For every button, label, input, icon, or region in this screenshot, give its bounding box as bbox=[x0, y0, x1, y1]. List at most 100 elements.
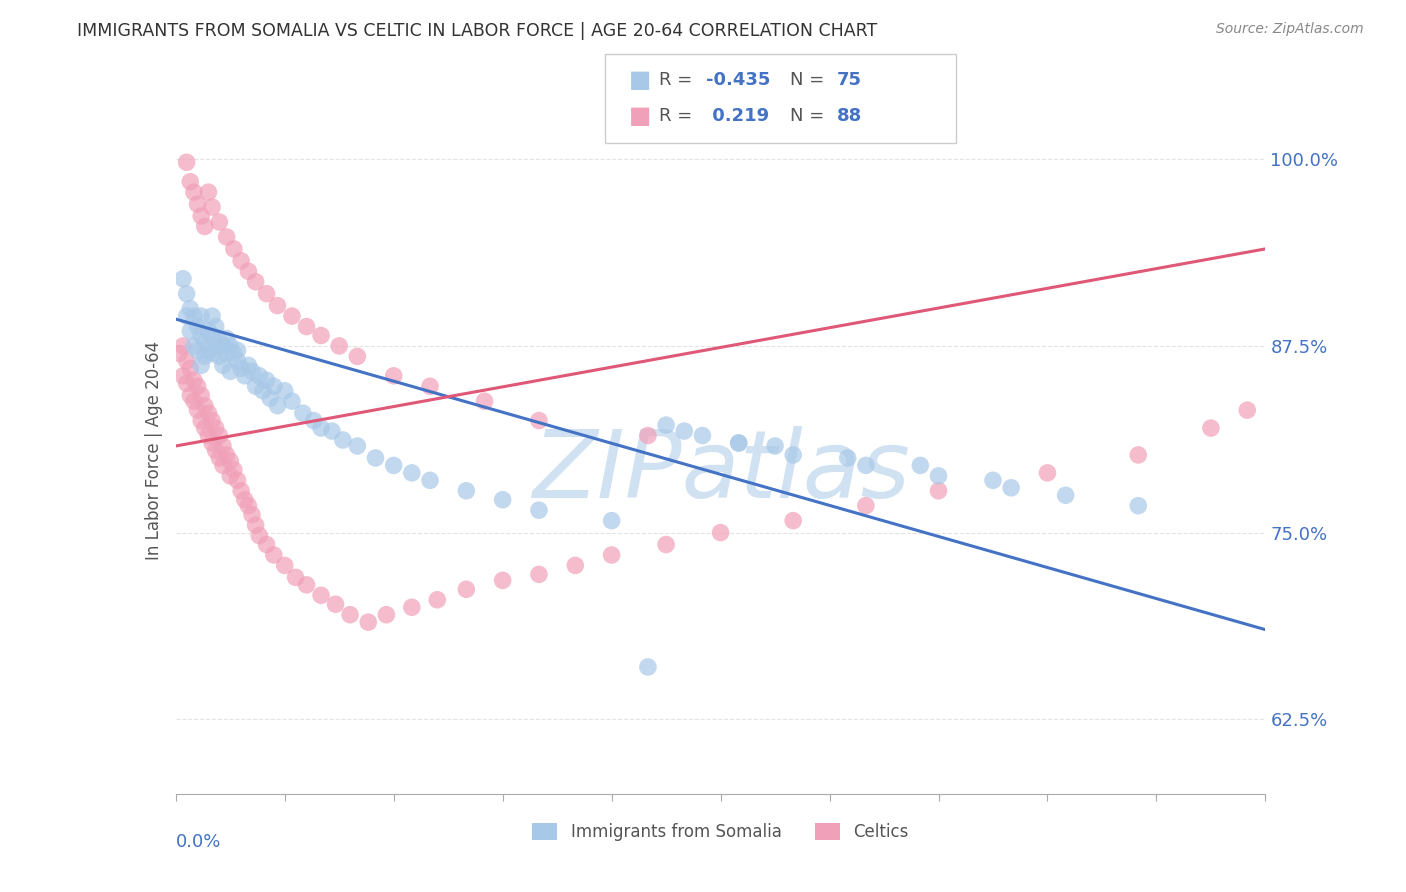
Point bbox=[212, 339, 235, 353]
Point bbox=[208, 450, 231, 465]
Point bbox=[204, 319, 226, 334]
Point bbox=[302, 414, 325, 428]
Point bbox=[1236, 403, 1258, 417]
Point bbox=[245, 379, 267, 393]
Point bbox=[208, 334, 231, 349]
Point bbox=[245, 518, 267, 533]
Point bbox=[176, 354, 198, 368]
Point bbox=[219, 364, 242, 378]
Point bbox=[176, 309, 198, 323]
Point bbox=[763, 439, 786, 453]
Point bbox=[247, 528, 270, 542]
Point bbox=[194, 219, 217, 234]
Point bbox=[281, 309, 304, 323]
Point bbox=[981, 473, 1004, 487]
Point bbox=[401, 600, 423, 615]
Point bbox=[197, 343, 219, 358]
Text: R =: R = bbox=[659, 107, 699, 125]
Point bbox=[208, 428, 231, 442]
Text: ■: ■ bbox=[628, 103, 651, 128]
Point bbox=[364, 450, 387, 465]
Point bbox=[194, 350, 217, 364]
Point bbox=[527, 414, 550, 428]
Point bbox=[328, 339, 350, 353]
Text: 0.0%: 0.0% bbox=[176, 833, 221, 851]
Point bbox=[179, 175, 201, 189]
Point bbox=[855, 499, 877, 513]
Point bbox=[928, 468, 950, 483]
Point bbox=[600, 548, 623, 562]
Point bbox=[291, 406, 314, 420]
Point bbox=[240, 508, 263, 522]
Point bbox=[692, 428, 714, 442]
Text: 88: 88 bbox=[837, 107, 862, 125]
Point bbox=[492, 574, 515, 588]
Point bbox=[263, 379, 285, 393]
Point bbox=[456, 483, 478, 498]
Point bbox=[226, 343, 249, 358]
Point bbox=[474, 394, 496, 409]
Point bbox=[194, 399, 217, 413]
Point bbox=[637, 660, 659, 674]
Point bbox=[215, 230, 238, 244]
Legend: Immigrants from Somalia, Celtics: Immigrants from Somalia, Celtics bbox=[526, 816, 915, 847]
Point bbox=[212, 439, 235, 453]
Point bbox=[186, 403, 209, 417]
Point bbox=[219, 468, 242, 483]
Text: ZIPatlas: ZIPatlas bbox=[531, 425, 910, 516]
Point bbox=[231, 361, 253, 376]
Point bbox=[375, 607, 398, 622]
Point bbox=[855, 458, 877, 473]
Point bbox=[263, 548, 285, 562]
Point bbox=[309, 328, 332, 343]
Point bbox=[201, 309, 224, 323]
Point bbox=[240, 364, 263, 378]
Point bbox=[1199, 421, 1222, 435]
Point bbox=[176, 155, 198, 169]
Point bbox=[325, 597, 347, 611]
Point bbox=[419, 379, 441, 393]
Point bbox=[295, 319, 318, 334]
Point bbox=[204, 339, 226, 353]
Point bbox=[1054, 488, 1077, 502]
Point bbox=[1036, 466, 1059, 480]
Point bbox=[600, 514, 623, 528]
Point bbox=[346, 350, 368, 364]
Text: N =: N = bbox=[790, 107, 830, 125]
Point bbox=[186, 197, 209, 211]
Point bbox=[710, 525, 733, 540]
Point bbox=[357, 615, 380, 629]
Text: IMMIGRANTS FROM SOMALIA VS CELTIC IN LABOR FORCE | AGE 20-64 CORRELATION CHART: IMMIGRANTS FROM SOMALIA VS CELTIC IN LAB… bbox=[77, 22, 877, 40]
Point bbox=[837, 450, 859, 465]
Point bbox=[197, 406, 219, 420]
Point bbox=[183, 373, 205, 387]
Point bbox=[186, 379, 209, 393]
Point bbox=[201, 346, 224, 360]
Point bbox=[564, 558, 586, 573]
Point bbox=[492, 492, 515, 507]
Point bbox=[172, 368, 194, 383]
Point bbox=[655, 537, 678, 551]
Point bbox=[256, 373, 278, 387]
Point bbox=[204, 421, 226, 435]
Text: -0.435: -0.435 bbox=[706, 71, 770, 89]
Point bbox=[201, 200, 224, 214]
Point bbox=[194, 421, 217, 435]
Point bbox=[186, 319, 209, 334]
Point bbox=[190, 359, 212, 373]
Point bbox=[274, 558, 297, 573]
Point bbox=[910, 458, 932, 473]
Point bbox=[245, 275, 267, 289]
Point bbox=[172, 271, 194, 285]
Point bbox=[346, 439, 368, 453]
Point bbox=[219, 454, 242, 468]
Point bbox=[176, 286, 198, 301]
Point bbox=[190, 328, 212, 343]
Point bbox=[179, 388, 201, 402]
Point bbox=[401, 466, 423, 480]
Point bbox=[212, 359, 235, 373]
Point bbox=[238, 264, 260, 278]
Point bbox=[309, 588, 332, 602]
Point bbox=[219, 339, 242, 353]
Point bbox=[201, 328, 224, 343]
